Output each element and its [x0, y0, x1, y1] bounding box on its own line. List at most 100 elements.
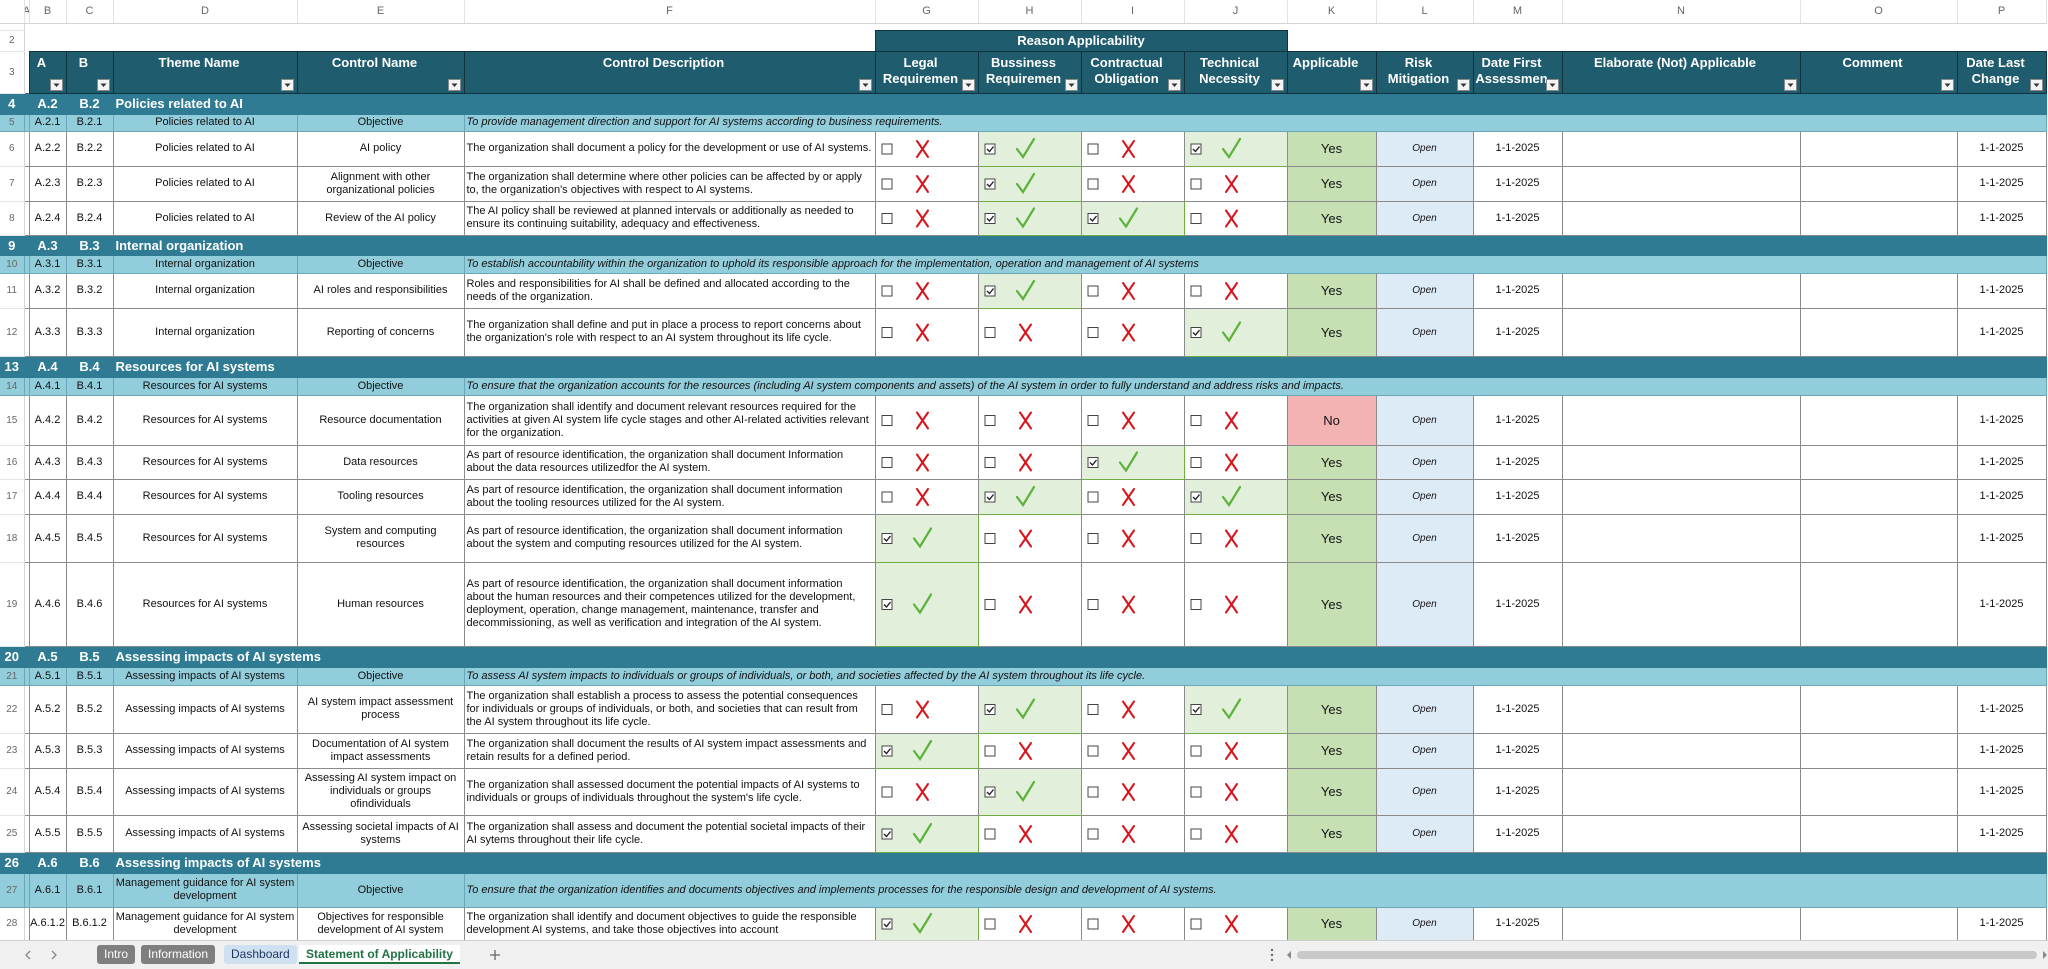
filter-button[interactable]	[280, 78, 294, 91]
column-letter: J	[1184, 0, 1288, 24]
checkbox[interactable]	[1190, 212, 1201, 224]
date-last-change: 1-1-2025	[1956, 130, 2047, 167]
checkbox[interactable]	[984, 212, 995, 224]
reason-cell	[1080, 561, 1185, 647]
checkbox[interactable]	[881, 285, 892, 296]
checkbox[interactable]	[984, 414, 995, 426]
filter-button[interactable]	[1783, 78, 1797, 91]
checkbox[interactable]	[1087, 414, 1098, 426]
checkbox[interactable]	[881, 143, 892, 154]
filter-button[interactable]	[1064, 78, 1078, 91]
add-sheet-button[interactable]	[485, 941, 505, 969]
checkbox[interactable]	[1087, 178, 1098, 189]
checkbox[interactable]	[984, 456, 995, 468]
filter-button[interactable]	[447, 78, 461, 91]
checkbox[interactable]	[1190, 532, 1201, 544]
column-letter-content: D	[201, 4, 209, 17]
reason-cell-content	[979, 274, 1080, 307]
reason-mark	[881, 700, 929, 718]
tab-scroll-arrows[interactable]	[18, 941, 98, 969]
checkbox[interactable]	[881, 703, 892, 715]
checkbox[interactable]	[1190, 143, 1201, 154]
checkbox[interactable]	[1087, 212, 1098, 224]
checkbox[interactable]	[1087, 456, 1098, 468]
checkbox[interactable]	[1190, 326, 1201, 338]
checkbox[interactable]	[881, 598, 892, 610]
checkbox[interactable]	[1190, 414, 1201, 426]
checkbox[interactable]	[1087, 326, 1098, 338]
checkbox[interactable]	[881, 745, 892, 756]
checkbox[interactable]	[881, 212, 892, 224]
filter-button[interactable]	[858, 78, 872, 91]
filter-button[interactable]	[1940, 78, 1954, 91]
checkbox[interactable]	[1190, 285, 1201, 296]
filter-arrow	[1549, 83, 1555, 87]
checkbox[interactable]	[1087, 491, 1098, 502]
applicable-content: Yes	[1320, 489, 1343, 504]
checkbox[interactable]	[881, 491, 892, 502]
filter-button[interactable]	[1270, 78, 1284, 91]
elaborate-cell	[1561, 561, 1801, 647]
checkbox[interactable]	[1190, 745, 1201, 756]
filter-button[interactable]	[961, 78, 975, 91]
checkbox[interactable]	[1087, 143, 1098, 154]
control-name: Human resources	[296, 561, 465, 647]
checkbox[interactable]	[1087, 745, 1098, 756]
filter-button[interactable]	[1456, 78, 1470, 91]
checkbox[interactable]	[881, 918, 892, 929]
checkbox[interactable]	[1087, 598, 1098, 610]
filter-button[interactable]	[1167, 78, 1181, 91]
checkbox[interactable]	[1087, 703, 1098, 715]
checkbox[interactable]	[984, 703, 995, 715]
filter-arrow	[53, 83, 59, 87]
sheet-tab[interactable]: Statement of Applicability	[299, 945, 460, 964]
checkbox[interactable]	[1190, 456, 1201, 468]
filter-button[interactable]	[2029, 78, 2043, 91]
checkbox[interactable]	[1190, 598, 1201, 610]
checkbox[interactable]	[984, 745, 995, 756]
risk-mitigation-content: Open	[1412, 212, 1437, 224]
checkbox[interactable]	[1087, 532, 1098, 544]
checkbox[interactable]	[1087, 918, 1098, 929]
filter-button[interactable]	[96, 78, 110, 91]
checkbox[interactable]	[1190, 491, 1201, 502]
sheet-tab[interactable]: Information	[141, 945, 216, 964]
filter-button[interactable]	[1545, 78, 1559, 91]
horizontal-scrollbar[interactable]	[1285, 941, 2048, 969]
filter-button[interactable]	[1359, 78, 1373, 91]
checkbox[interactable]	[984, 598, 995, 610]
checkbox[interactable]	[1190, 786, 1201, 797]
applicable-content: Yes	[1320, 283, 1343, 298]
checkbox[interactable]	[881, 828, 892, 839]
checkbox[interactable]	[881, 456, 892, 468]
reason-cell-content	[1082, 167, 1183, 200]
checkbox[interactable]	[984, 326, 995, 338]
checkbox[interactable]	[881, 532, 892, 544]
more-options[interactable]	[1262, 941, 1282, 969]
filter-button[interactable]	[49, 78, 63, 91]
checkbox[interactable]	[984, 178, 995, 189]
sheet-tab[interactable]: Intro	[97, 945, 136, 964]
checkbox[interactable]	[984, 143, 995, 154]
checkbox[interactable]	[1190, 828, 1201, 839]
checkbox[interactable]	[1190, 703, 1201, 715]
checkbox[interactable]	[881, 326, 892, 338]
checkbox[interactable]	[1190, 178, 1201, 189]
checkbox[interactable]	[984, 532, 995, 544]
checkbox[interactable]	[984, 491, 995, 502]
checkbox[interactable]	[984, 285, 995, 296]
checkbox[interactable]	[881, 786, 892, 797]
checkbox[interactable]	[1087, 285, 1098, 296]
theme-name: Internal organization	[112, 254, 298, 274]
checkbox[interactable]	[984, 918, 995, 929]
checkbox[interactable]	[984, 828, 995, 839]
checkbox[interactable]	[984, 786, 995, 797]
checkbox[interactable]	[881, 178, 892, 189]
theme-name: Resources for AI systems	[112, 376, 298, 396]
checkbox[interactable]	[1087, 786, 1098, 797]
checkbox[interactable]	[1190, 918, 1201, 929]
checkbox[interactable]	[881, 414, 892, 426]
sheet-tab[interactable]: Dashboard	[224, 945, 297, 964]
red-cross	[1018, 824, 1032, 843]
checkbox[interactable]	[1087, 828, 1098, 839]
